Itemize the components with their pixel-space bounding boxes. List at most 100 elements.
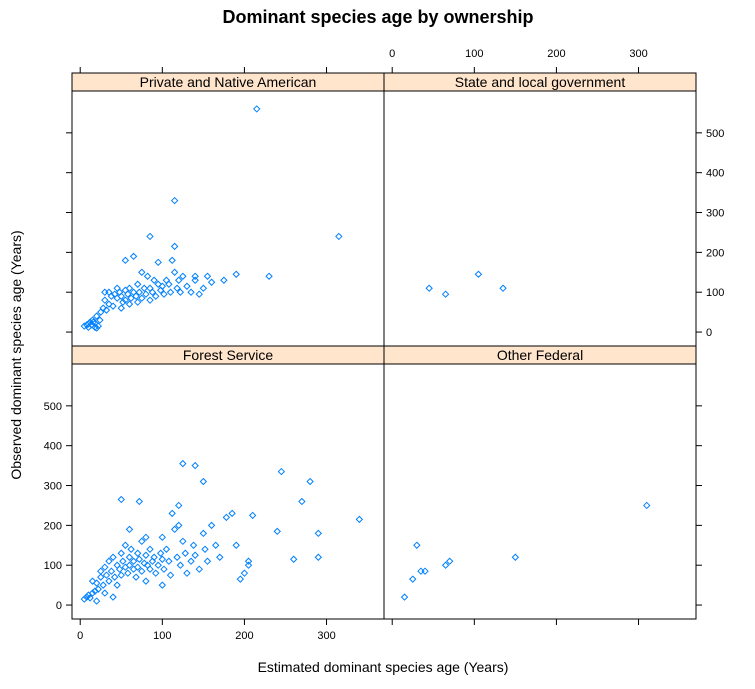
- panel-title: Other Federal: [497, 347, 583, 363]
- data-point: [148, 288, 157, 296]
- data-point: [119, 298, 127, 306]
- data-point: [110, 573, 119, 581]
- data-point: [94, 585, 102, 593]
- x-tick-label: 0: [77, 630, 83, 642]
- data-point: [146, 545, 154, 553]
- data-point: [89, 318, 98, 326]
- data-point: [88, 589, 97, 597]
- x-tick-label: 300: [317, 630, 335, 642]
- data-point: [441, 290, 450, 298]
- data-point: [191, 272, 199, 280]
- data-point: [107, 292, 116, 300]
- data-point: [203, 272, 212, 280]
- y-tick-label: 500: [706, 128, 724, 140]
- panel-frame: [383, 90, 697, 347]
- y-tick-label: 100: [706, 287, 724, 299]
- panel-frame: [383, 363, 697, 620]
- panel-title: Private and Native American: [140, 74, 317, 90]
- data-point: [133, 563, 142, 571]
- data-point: [236, 575, 245, 583]
- data-point: [314, 529, 323, 538]
- y-tick-label: 200: [706, 247, 724, 259]
- data-point: [102, 306, 111, 314]
- data-point: [165, 557, 173, 565]
- data-point: [220, 276, 228, 284]
- data-point: [143, 272, 152, 280]
- data-point: [277, 467, 286, 476]
- data-point: [115, 565, 124, 573]
- data-point: [156, 549, 165, 557]
- panel-frame: [71, 363, 385, 620]
- data-point: [335, 232, 343, 241]
- data-point: [146, 232, 154, 241]
- data-point: [142, 533, 150, 542]
- x-tick-label: 100: [465, 48, 483, 60]
- y-tick-label: 400: [44, 441, 62, 453]
- data-point: [117, 549, 125, 557]
- data-point: [152, 569, 160, 577]
- data-point: [166, 571, 175, 579]
- data-point: [173, 553, 181, 561]
- data-point: [216, 553, 224, 561]
- data-point: [127, 294, 135, 302]
- data-point: [129, 557, 138, 565]
- data-point: [170, 196, 179, 205]
- data-point: [91, 587, 99, 595]
- x-tick-label: 300: [629, 48, 647, 60]
- data-point: [129, 252, 138, 261]
- data-point: [121, 256, 130, 265]
- data-point: [158, 555, 167, 563]
- y-tick-label: 0: [706, 327, 712, 339]
- data-point: [101, 589, 109, 597]
- data-point: [474, 270, 483, 278]
- data-point: [189, 541, 198, 549]
- data-point: [124, 290, 132, 298]
- data-point: [119, 557, 127, 565]
- data-point: [97, 308, 105, 316]
- data-point: [199, 529, 208, 538]
- data-point: [135, 288, 144, 296]
- data-point: [133, 298, 142, 306]
- data-point: [211, 541, 220, 549]
- data-point: [298, 497, 306, 506]
- data-point: [146, 565, 154, 573]
- data-point: [232, 541, 240, 549]
- data-point: [121, 286, 130, 294]
- data-point: [92, 579, 101, 587]
- data-point: [191, 461, 199, 470]
- data-point: [125, 300, 134, 308]
- data-point: [165, 280, 173, 288]
- data-point: [499, 284, 507, 292]
- x-tick-label: 200: [235, 630, 253, 642]
- data-point: [199, 477, 208, 486]
- data-point: [99, 581, 107, 589]
- data-point: [201, 545, 209, 553]
- data-point: [306, 477, 314, 486]
- data-point: [80, 595, 89, 603]
- data-point: [179, 537, 187, 546]
- data-point: [117, 571, 125, 579]
- data-point: [207, 278, 216, 286]
- data-point: [248, 511, 257, 520]
- data-point: [191, 551, 199, 559]
- data-point: [355, 515, 364, 524]
- y-tick-label: 300: [706, 208, 724, 220]
- data-point: [92, 312, 101, 320]
- data-point: [101, 563, 109, 571]
- data-point: [150, 276, 158, 284]
- data-point: [199, 284, 208, 292]
- data-point: [129, 565, 138, 573]
- y-tick-label: 200: [44, 520, 62, 532]
- data-point: [168, 509, 176, 518]
- data-point: [105, 557, 113, 565]
- data-point: [511, 553, 520, 561]
- data-point: [158, 533, 167, 542]
- data-point: [154, 561, 162, 569]
- data-point: [154, 280, 162, 288]
- data-point: [253, 105, 261, 113]
- data-point: [175, 521, 183, 530]
- data-point: [240, 569, 249, 577]
- data-point: [160, 290, 168, 298]
- data-point: [97, 567, 105, 575]
- data-point: [166, 288, 175, 296]
